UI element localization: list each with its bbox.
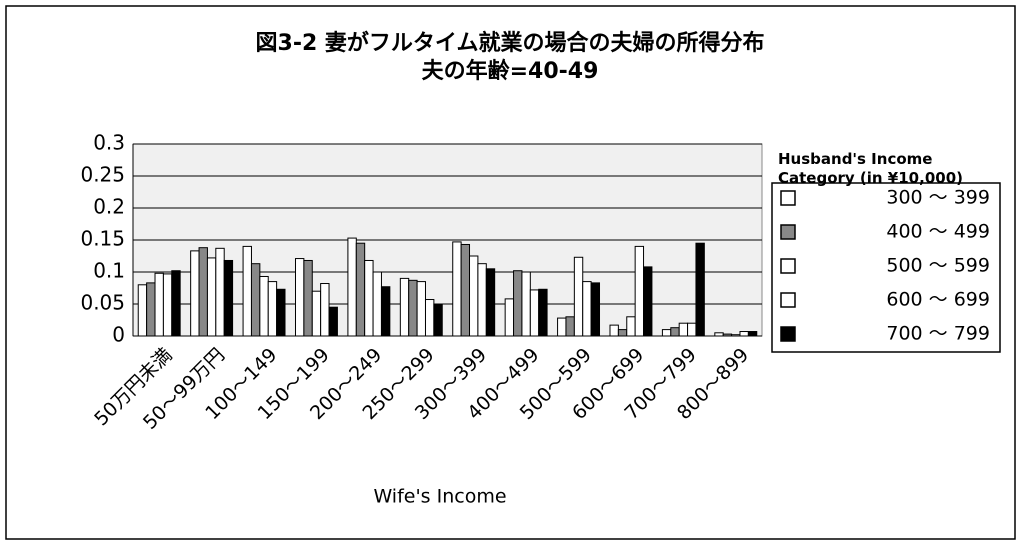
bar (460, 243, 471, 337)
bar (643, 266, 653, 337)
bar (259, 275, 269, 337)
bar (276, 288, 286, 337)
bar (670, 327, 680, 337)
y-tick-label: 0.2 (93, 195, 125, 219)
bar (565, 316, 575, 337)
bar (452, 241, 462, 337)
bar (162, 273, 173, 337)
bar (609, 324, 619, 337)
y-tick-label: 0 (112, 323, 125, 347)
bar (433, 303, 443, 337)
legend-swatch (780, 190, 796, 206)
y-tick-label: 0.1 (93, 259, 125, 283)
y-tick-label: 0.25 (80, 163, 125, 187)
bar (347, 237, 357, 337)
bar (739, 331, 749, 337)
legend-label: 500 ～ 599 (886, 255, 990, 277)
legend-label: 300 ～ 399 (886, 187, 990, 209)
legend-label: 600 ～ 699 (886, 289, 990, 311)
legend-label: 400 ～ 499 (886, 221, 990, 243)
legend-label: 700 ～ 799 (886, 323, 990, 345)
bar (714, 332, 724, 337)
legend-box (771, 182, 1001, 353)
bar (538, 288, 548, 337)
bar (513, 270, 523, 337)
y-tick-label: 0.15 (80, 227, 125, 251)
bar (626, 316, 636, 337)
bar (529, 289, 540, 337)
bar (137, 284, 148, 337)
bar (722, 333, 733, 337)
bar (573, 256, 584, 337)
bar (171, 270, 181, 337)
bar (731, 334, 741, 337)
bar (695, 242, 705, 337)
bar (267, 281, 278, 337)
frame (5, 5, 1016, 540)
bar (557, 317, 567, 337)
legend-swatch (780, 292, 796, 308)
bar (424, 299, 435, 337)
x-axis-label: Wife's Income (373, 486, 506, 508)
legend-swatch (780, 326, 796, 342)
bar (242, 245, 252, 337)
bar (617, 329, 628, 337)
bar (408, 279, 418, 337)
bar (206, 257, 217, 337)
bar (477, 263, 487, 337)
bar (416, 281, 426, 337)
bar (364, 259, 374, 337)
bar (198, 247, 208, 337)
bar (469, 255, 479, 337)
bar (372, 271, 382, 337)
bar (154, 272, 164, 337)
chart-subtitle: 夫の年齢=40-49 (422, 58, 599, 84)
bar (328, 306, 338, 337)
bar (355, 242, 366, 337)
bar (590, 282, 601, 337)
y-tick-label: 0.05 (80, 291, 125, 315)
bar (485, 268, 496, 337)
bar (380, 286, 391, 337)
bar (661, 329, 672, 337)
bar (250, 263, 261, 337)
bar (215, 247, 225, 337)
bar (311, 290, 322, 337)
bar (146, 282, 156, 337)
bar (521, 271, 531, 337)
bar (320, 283, 330, 337)
y-tick-label: 0.3 (93, 131, 125, 155)
legend-swatch (780, 258, 796, 274)
bar (504, 298, 515, 337)
chart-title: 図3-2 妻がフルタイム就業の場合の夫婦の所得分布 (256, 30, 765, 56)
legend-swatch (780, 224, 796, 240)
bar (223, 259, 234, 337)
bar (303, 259, 313, 337)
bar (294, 258, 305, 337)
legend-title: Husband's Income Category (in ¥10,000) (778, 150, 963, 187)
bar (687, 322, 697, 337)
bar (190, 250, 200, 337)
bar (582, 281, 592, 337)
bar (747, 331, 758, 337)
bar (399, 277, 410, 337)
bar (678, 322, 689, 337)
bar (634, 245, 645, 337)
